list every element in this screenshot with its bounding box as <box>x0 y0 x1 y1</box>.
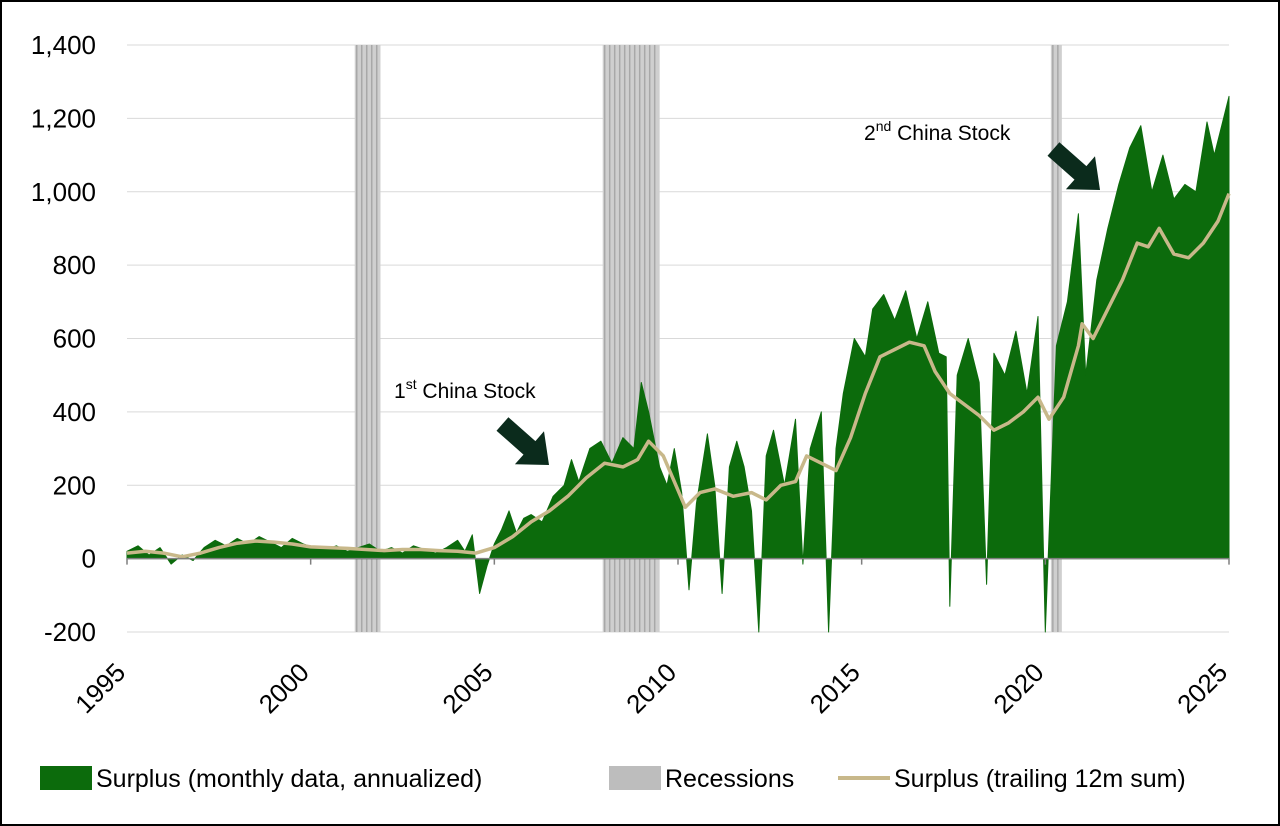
surplus-area-layer <box>126 95 1230 633</box>
trailing-12m-line <box>126 192 1231 559</box>
x-tick-label: 2020 <box>987 657 1049 719</box>
surplus-area <box>126 95 1230 633</box>
x-tick-label: 2025 <box>1171 657 1233 719</box>
x-tick-label: 2015 <box>804 657 866 719</box>
y-tick-label: 600 <box>53 324 96 354</box>
annotation-label: 1st China Stock <box>394 376 536 403</box>
y-tick-label: 1,000 <box>31 177 96 207</box>
y-tick-label: 1,200 <box>31 103 96 133</box>
trailing-line-layer <box>126 192 1231 559</box>
annotation-arrow <box>1047 142 1100 190</box>
legend-label: Surplus (monthly data, annualized) <box>96 765 482 793</box>
y-tick-label: 0 <box>82 544 96 574</box>
y-tick-label: 400 <box>53 397 96 427</box>
x-tick-label: 2005 <box>436 657 498 719</box>
y-tick-label: 800 <box>53 250 96 280</box>
y-tick-label: 200 <box>53 470 96 500</box>
y-tick-label: -200 <box>44 617 96 647</box>
annotations: 1st China Stock 2nd China Stock <box>394 118 1100 465</box>
recession-band <box>1050 45 1062 632</box>
x-tick-label: 1995 <box>69 657 131 719</box>
legend-swatch <box>609 766 661 790</box>
y-tick-label: 1,400 <box>31 30 96 60</box>
x-tick-label: 2010 <box>620 657 682 719</box>
x-tick-label: 2000 <box>253 657 315 719</box>
legend-label: Recessions <box>665 765 794 793</box>
legend: Surplus (monthly data, annualized) Recess… <box>40 765 1186 793</box>
annotation-label: 2nd China Stock <box>864 118 1011 145</box>
legend-label: Surplus (trailing 12m sum) <box>894 765 1186 793</box>
legend-swatch <box>40 766 92 790</box>
annotation-arrow <box>496 417 549 465</box>
